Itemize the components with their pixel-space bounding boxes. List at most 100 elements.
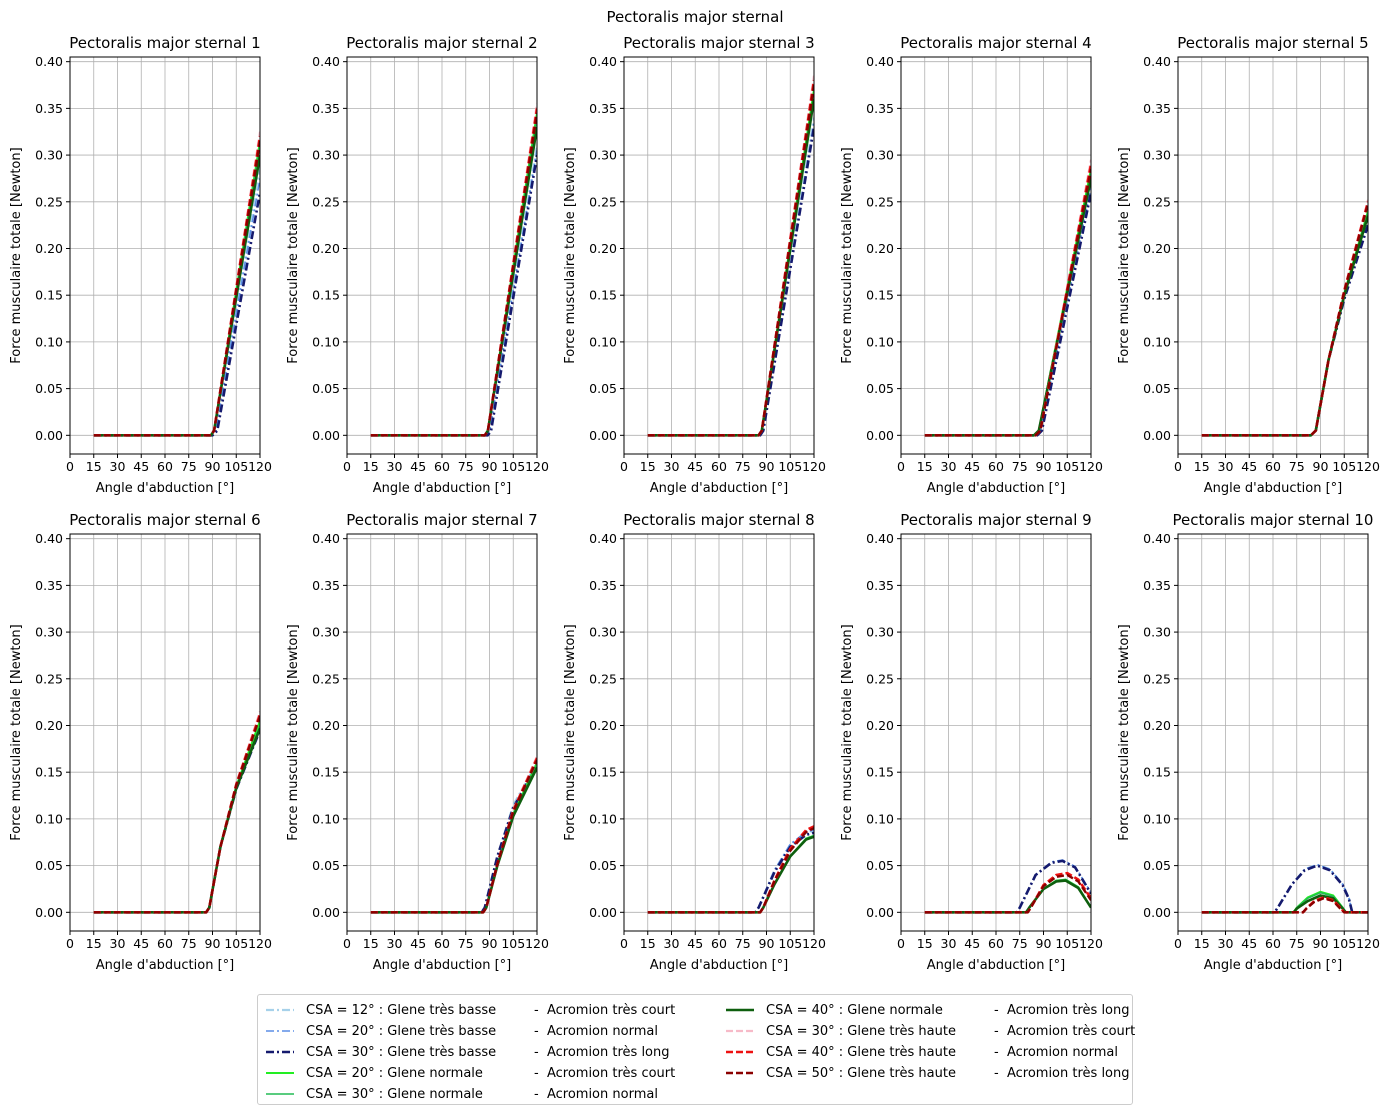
subplot: 0 15 30 45 60 75 90 105 120 0.00 0.05 0.10 0.15 0.20 0… <box>286 511 549 973</box>
y-tick-label: 0.25 <box>866 194 894 209</box>
y-tick-label: 0.10 <box>589 811 617 826</box>
y-tick-label: 0.30 <box>312 625 340 640</box>
y-tick-label: 0.00 <box>35 428 63 443</box>
legend-swatch <box>726 1050 754 1054</box>
y-tick-label: 0.35 <box>312 101 340 116</box>
legend-entry: CSA = 40° : Glene très haute - Acromion n… <box>724 1042 1118 1062</box>
y-tick-label: 0.00 <box>866 905 894 920</box>
legend-suffix: - Acromion normal <box>534 1086 658 1102</box>
legend-label: CSA = 12° : Glene très basse <box>306 1002 497 1018</box>
x-tick-label: 75 <box>735 459 751 474</box>
y-tick-label: 0.05 <box>1143 381 1171 396</box>
subplot-title: Pectoralis major sternal 4 <box>900 34 1091 52</box>
y-tick-label: 0.05 <box>589 858 617 873</box>
y-axis-label: Force musculaire totale [Newton] <box>840 147 855 363</box>
subplot: 0 15 30 45 60 75 90 105 120 0.00 0.05 0.10 0.15 0.20 0… <box>9 34 272 496</box>
x-tick-label: 60 <box>434 459 450 474</box>
x-tick-label: 105 <box>224 936 248 951</box>
x-tick-label: 45 <box>687 459 703 474</box>
x-tick-label: 60 <box>711 459 727 474</box>
legend-suffix: - Acromion très long <box>994 1002 1130 1018</box>
y-tick-label: 0.05 <box>1143 858 1171 873</box>
x-tick-label: 105 <box>1055 459 1079 474</box>
y-tick-label: 0.15 <box>589 288 617 303</box>
y-tick-label: 0.10 <box>35 334 63 349</box>
legend-suffix: - Acromion très court <box>534 1065 676 1081</box>
legend-label: CSA = 30° : Glene normale <box>306 1086 483 1102</box>
x-tick-label: 45 <box>687 936 703 951</box>
legend-swatch <box>266 1030 294 1032</box>
series-group <box>93 711 260 914</box>
y-axis-label: Force musculaire totale [Newton] <box>563 147 578 363</box>
legend-entry: CSA = 40° : Glene normale - Acromion très… <box>724 1000 1130 1020</box>
y-tick-label: 0.20 <box>589 718 617 733</box>
series-line-csa50_th <box>1201 897 1368 914</box>
legend-entry: CSA = 20° : Glene très basse - Acromion n… <box>264 1021 658 1041</box>
subplot-grid: 0 15 30 45 60 75 90 105 1200.000.050.100.150.200… <box>9 34 1380 973</box>
y-tick-label: 0.25 <box>35 194 63 209</box>
x-tick-label: 105 <box>778 936 802 951</box>
legend-swatch <box>266 1093 294 1095</box>
y-tick-label: 0.20 <box>35 241 63 256</box>
series-group <box>647 825 814 914</box>
x-axis-label: Angle d'abduction [°] <box>927 481 1066 496</box>
x-tick-label: 90 <box>482 936 498 951</box>
y-tick-label: 0.35 <box>866 578 894 593</box>
y-tick-label: 0.05 <box>312 381 340 396</box>
legend-label: CSA = 20° : Glene très basse <box>306 1023 497 1039</box>
x-tick-label: 120 <box>1079 459 1103 474</box>
legend-suffix: - Acromion très long <box>534 1044 670 1060</box>
x-axis-label: Angle d'abduction [°] <box>650 958 789 973</box>
series-line-csa50_th <box>647 827 814 914</box>
legend-suffix: - Acromion normal <box>534 1023 658 1039</box>
y-axis-label: Force musculaire totale [Newton] <box>840 624 855 840</box>
y-tick-label: 0.15 <box>589 765 617 780</box>
y-tick-label: 0.30 <box>1143 148 1171 163</box>
x-tick-label: 120 <box>248 459 272 474</box>
x-tick-label: 30 <box>1218 459 1234 474</box>
x-tick-label: 0 <box>343 936 351 951</box>
x-tick-label: 105 <box>1332 459 1356 474</box>
series-line-csa50_th <box>93 715 260 914</box>
series-line-csa50_th <box>924 168 1091 437</box>
x-tick-label: 0 <box>620 459 628 474</box>
y-tick-label: 0.15 <box>35 288 63 303</box>
subplot-title: Pectoralis major sternal 2 <box>346 34 537 52</box>
y-tick-label: 0.40 <box>35 54 63 69</box>
x-tick-label: 15 <box>917 936 933 951</box>
series-line-csa50_th <box>370 112 537 437</box>
legend-entry: CSA = 30° : Glene très haute - Acromion t… <box>724 1021 1135 1041</box>
y-tick-label: 0.40 <box>1143 54 1171 69</box>
series-group <box>1201 199 1368 437</box>
subplot: 0 15 30 45 60 75 90 105 120 0.00 0.05 0.10 0.15 0.20 0… <box>840 34 1103 496</box>
legend-swatch <box>726 1029 754 1033</box>
y-tick-label: 0.15 <box>1143 765 1171 780</box>
legend-label: CSA = 40° : Glene très haute <box>766 1044 956 1060</box>
figure-suptitle: Pectoralis major sternal <box>606 8 783 26</box>
x-tick-label: 90 <box>205 459 221 474</box>
x-tick-label: 30 <box>941 936 957 951</box>
x-tick-label: 45 <box>410 936 426 951</box>
series-line-csa30_tb <box>1201 864 1368 914</box>
y-tick-label: 0.05 <box>312 858 340 873</box>
y-tick-label: 0.15 <box>866 765 894 780</box>
x-tick-label: 75 <box>458 459 474 474</box>
x-tick-label: 15 <box>363 459 379 474</box>
y-tick-label: 0.25 <box>1143 671 1171 686</box>
x-axis-label: Angle d'abduction [°] <box>96 481 235 496</box>
x-tick-label: 60 <box>434 936 450 951</box>
y-tick-label: 0.10 <box>866 811 894 826</box>
y-tick-label: 0.20 <box>866 718 894 733</box>
legend-swatch <box>266 1050 294 1054</box>
legend-label: CSA = 30° : Glene très basse <box>306 1044 497 1060</box>
y-tick-label: 0.05 <box>866 858 894 873</box>
series-line-csa30_tb <box>370 154 537 437</box>
legend-swatch <box>726 1071 754 1075</box>
series-line-csa50_th <box>1201 203 1368 437</box>
y-tick-label: 0.30 <box>589 625 617 640</box>
y-tick-label: 0.10 <box>589 334 617 349</box>
y-axis-label: Force musculaire totale [Newton] <box>1117 624 1132 840</box>
y-tick-label: 0.20 <box>589 241 617 256</box>
y-axis-label: Force musculaire totale [Newton] <box>9 147 24 363</box>
